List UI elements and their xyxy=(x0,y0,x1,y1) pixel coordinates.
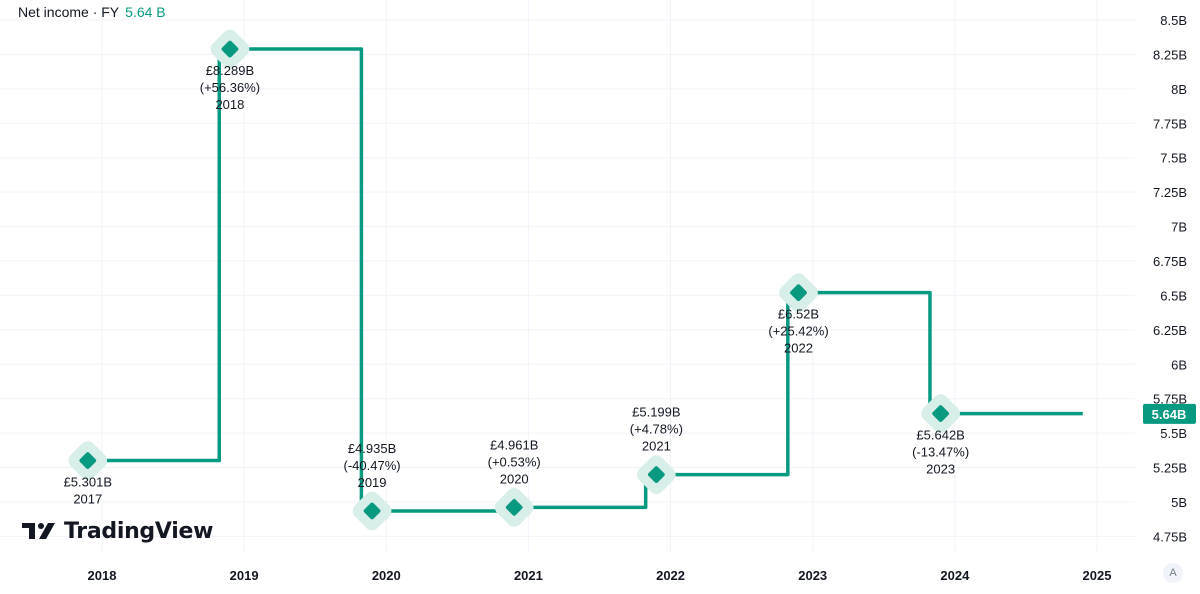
data-label-value: £5.301B xyxy=(64,475,112,490)
data-point-marker xyxy=(505,499,523,516)
y-tick-label: 6.75B xyxy=(1153,254,1187,269)
data-label-value: £6.52B xyxy=(778,307,819,322)
y-tick-label: 8.5B xyxy=(1160,13,1187,28)
auto-scale-button[interactable]: A xyxy=(1163,563,1183,583)
data-point-marker xyxy=(79,452,97,469)
x-tick-label: 2025 xyxy=(1083,568,1112,583)
y-tick-label: 7.25B xyxy=(1153,185,1187,200)
y-tick-label: 6B xyxy=(1171,357,1187,372)
legend-label: Net income · FY xyxy=(18,4,120,20)
data-point-marker xyxy=(790,284,807,302)
y-tick-label: 5.75B xyxy=(1153,392,1187,407)
data-label-year: 2020 xyxy=(500,471,529,486)
y-tick-label: 5.5B xyxy=(1160,426,1187,441)
data-label-change: (+4.78%) xyxy=(630,422,683,437)
data-label-change: (-13.47%) xyxy=(912,445,969,460)
tradingview-logo[interactable]: TradingView xyxy=(22,519,213,544)
data-point-marker xyxy=(221,40,239,58)
data-label-value: £8.289B xyxy=(206,63,254,78)
x-tick-label: 2019 xyxy=(230,568,259,583)
y-tick-label: 8B xyxy=(1171,82,1187,97)
last-value-badge xyxy=(1143,403,1196,424)
x-tick-label: 2018 xyxy=(88,568,117,583)
data-label-change: (-40.47%) xyxy=(344,458,401,473)
y-tick-label: 5B xyxy=(1171,495,1187,510)
y-tick-label: 4.75B xyxy=(1153,529,1187,544)
tradingview-logo-icon xyxy=(22,522,55,539)
data-label-value: £5.642B xyxy=(916,428,964,443)
data-label-value: £4.961B xyxy=(490,437,538,452)
data-label-year: 2021 xyxy=(642,439,671,454)
data-label-change: (+0.53%) xyxy=(488,454,541,469)
y-tick-label: 5.25B xyxy=(1153,461,1187,476)
y-tick-label: 7.5B xyxy=(1160,151,1187,166)
data-label-change: (+25.42%) xyxy=(768,324,828,339)
data-label-value: £5.199B xyxy=(632,405,680,420)
y-tick-label: 6.5B xyxy=(1160,288,1187,303)
net-income-step-line xyxy=(87,47,1083,513)
data-label-change: (+56.36%) xyxy=(200,80,260,95)
y-tick-label: 8.25B xyxy=(1153,47,1187,62)
x-tick-label: 2024 xyxy=(940,568,970,583)
data-label-value: £4.935B xyxy=(348,441,396,456)
legend-value: 5.64 B xyxy=(125,4,166,20)
data-point-marker xyxy=(363,502,381,520)
data-label-year: 2023 xyxy=(926,462,955,477)
x-tick-label: 2023 xyxy=(798,568,827,583)
data-label-year: 2017 xyxy=(73,492,102,507)
data-label-year: 2022 xyxy=(784,341,813,356)
x-tick-label: 2022 xyxy=(656,568,685,583)
x-tick-label: 2020 xyxy=(372,568,401,583)
brand-name: TradingView xyxy=(64,519,214,544)
x-tick-label: 2021 xyxy=(514,568,543,583)
data-point-marker xyxy=(932,405,949,422)
data-label-year: 2019 xyxy=(358,475,387,490)
legend: Net income · FY 5.64 B xyxy=(18,4,166,20)
y-tick-label: 6.25B xyxy=(1153,323,1187,338)
last-value-badge-label: 5.64B xyxy=(1152,407,1187,422)
data-point-marker xyxy=(647,466,665,483)
data-label-year: 2018 xyxy=(215,97,244,112)
y-tick-label: 7.75B xyxy=(1153,116,1187,131)
y-tick-label: 7B xyxy=(1171,220,1187,235)
